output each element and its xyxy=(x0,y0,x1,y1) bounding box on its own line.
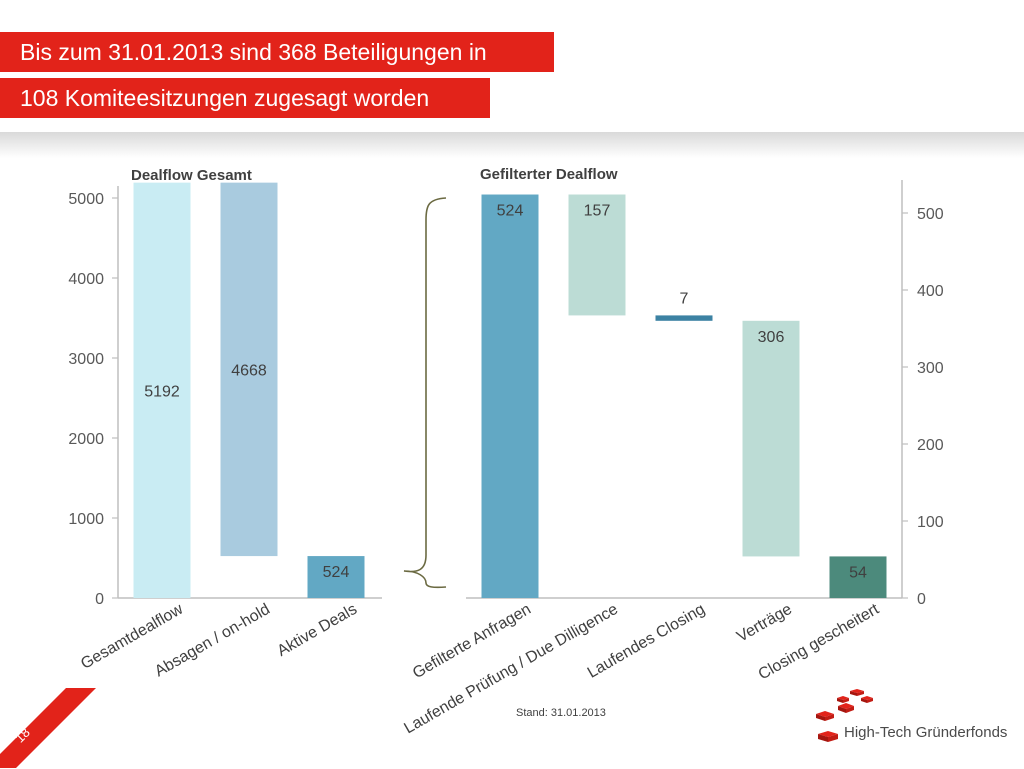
slide-title-line-1: Bis zum 31.01.2013 sind 368 Beteiligunge… xyxy=(0,32,554,72)
bar-gefiltert-0 xyxy=(481,194,539,598)
logo-text: High-Tech Gründerfonds xyxy=(844,724,1008,741)
y-tick-label: 3000 xyxy=(68,351,104,368)
bar-gefiltert-2 xyxy=(655,315,713,321)
panel-title-right: Gefilterter Dealflow xyxy=(480,166,618,183)
category-label: Aktive Deals xyxy=(274,601,360,660)
y-tick-label: 400 xyxy=(917,283,944,300)
y-tick-label: 0 xyxy=(95,591,104,608)
bar-gesamt-2 xyxy=(307,556,365,598)
data-label: 306 xyxy=(758,329,785,346)
data-label: 7 xyxy=(680,290,689,307)
data-label: 54 xyxy=(849,564,867,581)
data-label: 524 xyxy=(497,203,524,220)
y-tick-label: 5000 xyxy=(68,191,104,208)
data-label: 524 xyxy=(323,564,350,581)
y-tick-label: 100 xyxy=(917,514,944,531)
y-tick-label: 0 xyxy=(917,591,926,608)
bar-gesamt-1 xyxy=(220,182,278,557)
logo-mark-icon xyxy=(816,689,873,742)
y-tick-label: 500 xyxy=(917,206,944,223)
logo: High-Tech Gründerfonds xyxy=(812,688,1012,748)
data-label: 157 xyxy=(584,203,611,220)
panel-title-left: Dealflow Gesamt xyxy=(131,167,252,184)
category-label: Verträge xyxy=(734,601,795,646)
left-axis: 0 1000 2000 3000 4000 5000 xyxy=(68,186,382,608)
bar-gefiltert-3 xyxy=(742,320,800,557)
bar-gesamt-0 xyxy=(133,182,191,598)
y-tick-label: 300 xyxy=(917,360,944,377)
y-tick-label: 200 xyxy=(917,437,944,454)
y-tick-label: 4000 xyxy=(68,271,104,288)
bar-gefiltert-4 xyxy=(829,556,887,598)
y-tick-label: 2000 xyxy=(68,431,104,448)
corner-ribbon-shape xyxy=(0,688,96,768)
bracket-brace xyxy=(403,197,447,589)
bar-gefiltert-1 xyxy=(568,194,626,316)
right-axis: 0 100 200 300 400 500 xyxy=(466,180,944,608)
data-label: 4668 xyxy=(231,362,267,379)
stand-date-note: Stand: 31.01.2013 xyxy=(516,707,606,719)
page-corner-ribbon xyxy=(0,688,96,768)
data-label: 5192 xyxy=(144,383,180,400)
y-tick-label: 1000 xyxy=(68,511,104,528)
header-shadow xyxy=(0,132,1024,158)
slide-title-line-2: 108 Komiteesitzungen zugesagt worden xyxy=(0,78,490,118)
